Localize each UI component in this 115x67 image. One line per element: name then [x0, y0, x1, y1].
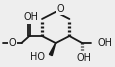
- Text: O: O: [25, 13, 33, 23]
- Text: HO: HO: [30, 52, 45, 62]
- Text: O: O: [9, 38, 16, 48]
- Text: O: O: [56, 4, 64, 14]
- Text: OH: OH: [23, 12, 38, 22]
- Text: OH: OH: [76, 53, 91, 63]
- Text: OH: OH: [97, 38, 112, 48]
- Polygon shape: [49, 43, 55, 56]
